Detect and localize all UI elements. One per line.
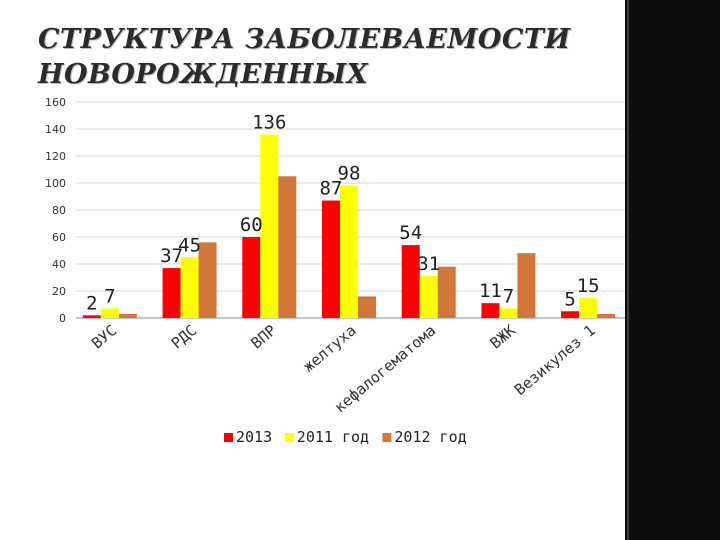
legend-label: 2011 год [297,428,369,446]
bar [597,313,616,318]
data-label: 87 [320,178,343,200]
bar [82,315,101,318]
bar [401,245,420,318]
y-tick-label: 160 [45,96,66,109]
data-label: 98 [338,163,361,185]
slide-title: СТРУКТУРА ЗАБОЛЕВАЕМОСТИ НОВОРОЖДЕННЫХ [38,24,571,90]
x-tick-label: РДС [168,321,200,352]
legend-label: 2012 год [394,428,466,446]
side-bar-stripe [627,0,629,540]
data-label: 54 [399,222,422,244]
data-label: 45 [178,234,201,256]
x-tick-label: Везикулез 1 [511,321,599,399]
y-tick-label: 140 [45,123,66,136]
bar [162,268,181,318]
data-label: 31 [417,253,440,275]
bar [260,134,279,318]
data-label: 2 [86,292,97,314]
y-tick-label: 60 [52,231,66,244]
bar [278,176,297,318]
x-tick-label: ВЖК [487,321,519,352]
x-tick-label: ВПР [248,321,280,352]
y-tick-label: 0 [59,312,66,325]
bar [180,257,199,318]
data-label: 60 [240,214,263,236]
x-tick-label: желтуха [300,321,360,375]
legend-label: 2013 [236,428,272,446]
data-label: 136 [252,111,286,133]
y-tick-label: 80 [52,204,66,217]
y-tick-label: 120 [45,150,66,163]
data-label: 5 [564,288,575,310]
bar [358,296,376,318]
bar [322,200,340,318]
bar [561,311,580,318]
y-tick-label: 40 [52,258,66,271]
legend-swatch [224,433,233,442]
data-label: 7 [104,286,115,308]
bar [340,185,358,318]
y-tick-label: 100 [45,177,66,190]
bar [198,242,217,318]
data-label: 11 [479,280,502,302]
bar [517,253,536,318]
bar [499,308,518,318]
bar [242,237,261,318]
bar [481,303,500,318]
bar [100,308,119,318]
bar [437,266,456,318]
legend-swatch [382,433,392,442]
decorative-side-bar [625,0,720,540]
data-label: 15 [577,275,600,297]
data-label: 37 [160,245,183,267]
y-tick-label: 20 [52,285,66,298]
x-tick-label: ВУС [88,321,120,352]
bar [419,276,438,318]
bar [579,297,598,318]
bar [118,313,137,318]
data-label: 7 [503,286,514,308]
legend-swatch [284,433,294,442]
